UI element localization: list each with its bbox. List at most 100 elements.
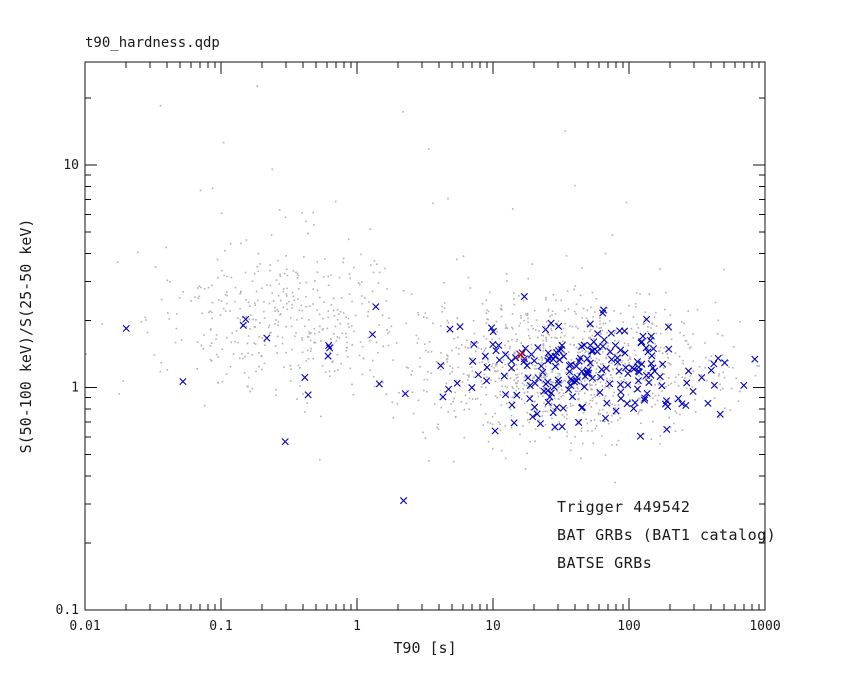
scatter-point (704, 342, 706, 344)
scatter-point (217, 356, 220, 358)
scatter-point (598, 366, 606, 374)
scatter-point (556, 366, 558, 368)
scatter-point (221, 380, 224, 383)
scatter-point (258, 352, 260, 354)
scatter-point (550, 336, 553, 339)
scatter-point (211, 284, 213, 287)
scatter-point (256, 265, 258, 268)
scatter-point (263, 301, 265, 303)
scatter-point (543, 374, 545, 377)
scatter-point (446, 361, 448, 363)
scatter-point (582, 338, 584, 340)
scatter-point (523, 402, 526, 405)
scatter-point (491, 338, 493, 341)
scatter-point (580, 430, 583, 433)
scatter-point (638, 410, 641, 413)
scatter-point (241, 316, 244, 319)
scatter-point (585, 402, 587, 404)
scatter-point (526, 381, 534, 390)
scatter-point (621, 349, 629, 357)
scatter-point (601, 376, 603, 379)
scatter-point (683, 334, 685, 337)
scatter-point (303, 256, 305, 258)
scatter-point (571, 325, 574, 328)
scatter-point (518, 295, 520, 297)
scatter-point (643, 389, 651, 398)
scatter-point (464, 346, 467, 348)
scatter-point (586, 422, 589, 425)
scatter-point (417, 314, 420, 316)
scatter-point (253, 342, 255, 344)
scatter-point (689, 387, 697, 396)
scatter-point (564, 341, 566, 343)
scatter-point (178, 297, 181, 299)
scatter-point (310, 350, 312, 352)
scatter-point (248, 318, 251, 321)
scatter-point (527, 277, 529, 280)
scatter-point (722, 371, 724, 374)
scatter-point (589, 330, 591, 332)
scatter-point (588, 374, 596, 382)
scatter-point (316, 289, 319, 292)
scatter-point (526, 312, 529, 315)
scatter-point (200, 286, 202, 289)
scatter-point (729, 409, 731, 411)
scatter-point (647, 355, 650, 358)
scatter-point (190, 300, 192, 302)
scatter-point (603, 374, 605, 376)
scatter-point (557, 372, 559, 375)
scatter-point (269, 284, 272, 287)
scatter-point (595, 378, 598, 381)
scatter-point (569, 449, 572, 452)
scatter-point (683, 379, 691, 387)
scatter-point (502, 359, 505, 361)
scatter-point (291, 307, 293, 309)
scatter-point (441, 305, 443, 308)
scatter-point (620, 380, 623, 382)
scatter-point (685, 387, 688, 390)
scatter-point (570, 359, 572, 361)
scatter-point (546, 332, 549, 334)
scatter-point (602, 322, 604, 325)
scatter-point (316, 261, 318, 263)
scatter-point (640, 360, 642, 363)
scatter-point (508, 401, 516, 409)
scatter-point (328, 370, 331, 373)
scatter-point (550, 383, 558, 391)
scatter-point (481, 303, 484, 305)
scatter-point (399, 497, 408, 505)
scatter-point (219, 314, 222, 316)
scatter-point (590, 365, 592, 367)
scatter-point (367, 310, 370, 313)
scatter-point (528, 357, 531, 359)
scatter-point (226, 291, 228, 293)
scatter-point (528, 337, 531, 340)
scatter-point (604, 382, 607, 385)
scatter-point (511, 326, 513, 329)
scatter-point (513, 394, 516, 396)
scatter-point (586, 320, 594, 328)
scatter-point (628, 362, 631, 364)
scatter-point (369, 228, 372, 230)
scatter-point (465, 402, 468, 405)
scatter-point (562, 327, 565, 330)
scatter-point (299, 282, 301, 284)
scatter-point (539, 387, 541, 389)
scatter-point (554, 322, 563, 330)
scatter-point (375, 341, 378, 344)
scatter-point (563, 379, 565, 382)
scatter-point (305, 360, 307, 362)
scatter-point (514, 353, 516, 355)
scatter-point (547, 333, 549, 335)
scatter-point (502, 391, 510, 399)
scatter-point (258, 365, 260, 368)
scatter-point (542, 347, 545, 349)
scatter-point (545, 338, 547, 341)
scatter-point (719, 389, 722, 391)
scatter-point (642, 378, 644, 380)
scatter-point (324, 371, 327, 373)
scatter-point (364, 297, 366, 299)
scatter-point (598, 409, 601, 412)
scatter-point (466, 378, 469, 381)
scatter-point (556, 337, 558, 339)
